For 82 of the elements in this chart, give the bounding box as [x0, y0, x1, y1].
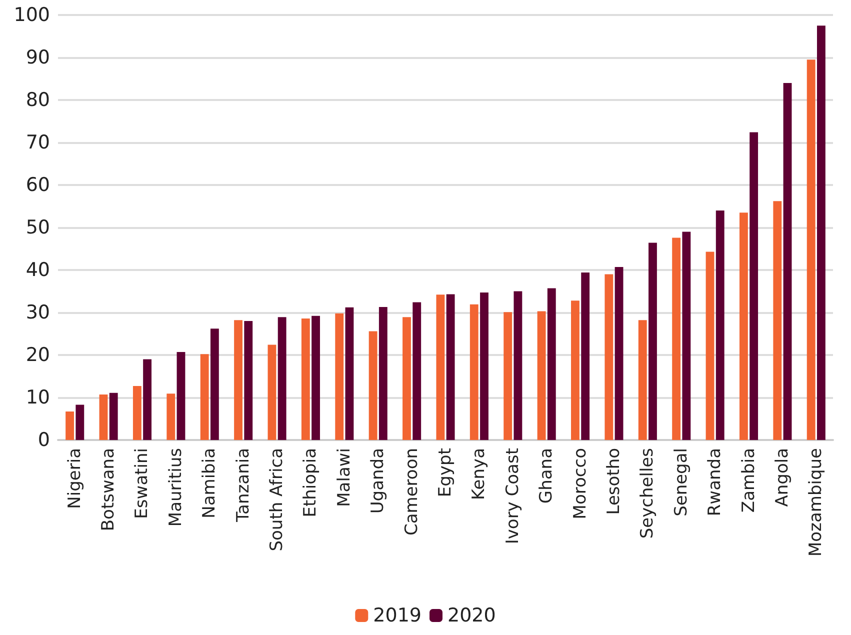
x-tick-label: Rwanda — [705, 448, 726, 516]
legend-label: 2020 — [448, 604, 496, 626]
bar — [816, 26, 826, 440]
bar — [783, 83, 792, 440]
legend-label: 2019 — [373, 604, 422, 626]
bar — [604, 274, 614, 440]
x-tick-label: Morocco — [570, 448, 590, 520]
bar — [335, 313, 344, 440]
bar — [537, 311, 546, 440]
bar — [378, 306, 388, 440]
x-tick-label: Seychelles — [638, 448, 658, 539]
bar — [750, 132, 758, 440]
bar — [278, 317, 286, 440]
x-tick-label: Egypt — [436, 448, 456, 498]
bar — [345, 307, 354, 440]
x-tick-label: Namibia — [200, 448, 220, 518]
bar — [268, 344, 276, 440]
bar — [312, 316, 320, 440]
x-tick-label: Angola — [772, 448, 792, 507]
bar — [76, 404, 84, 440]
bar — [402, 317, 411, 440]
y-tick-label: 50 — [26, 216, 50, 238]
bar — [581, 272, 590, 440]
bar — [470, 304, 478, 440]
bar — [176, 352, 186, 440]
bar — [739, 212, 748, 440]
y-tick-label: 40 — [26, 259, 50, 281]
x-tick-label: Cameroon — [402, 448, 422, 536]
bar — [436, 294, 445, 440]
y-tick-label: 10 — [26, 386, 50, 408]
x-tick-label: Ghana — [536, 448, 557, 504]
bar — [210, 328, 219, 440]
bar — [547, 288, 556, 440]
x-tick-label: Tanzania — [233, 448, 254, 524]
y-tick-label: 70 — [26, 132, 50, 154]
x-tick-label: Botswana — [98, 448, 119, 532]
bar — [446, 294, 455, 440]
x-tick-label: Ivory Coast — [502, 448, 523, 544]
x-tick-label: Kenya — [469, 448, 490, 500]
y-tick-label: 100 — [14, 4, 50, 26]
bar — [368, 331, 378, 440]
bar — [301, 318, 310, 440]
bar — [143, 359, 152, 440]
bar — [514, 291, 522, 440]
y-tick-label: 60 — [26, 174, 50, 196]
bar — [132, 386, 142, 440]
bar — [99, 394, 108, 440]
bar — [716, 210, 724, 440]
bar — [773, 201, 782, 440]
bar — [504, 312, 512, 440]
x-tick-label: Mozambique — [806, 448, 826, 557]
bar — [66, 412, 74, 440]
x-tick-label: Senegal — [671, 448, 692, 516]
x-tick-label: South Africa — [267, 448, 288, 552]
y-tick-label: 20 — [26, 344, 50, 366]
bar — [234, 320, 242, 440]
x-tick-label: Malawi — [334, 448, 354, 507]
y-tick-label: 80 — [26, 89, 50, 111]
bar — [109, 392, 118, 440]
x-tick-label: Ethiopia — [300, 448, 321, 518]
x-tick-label: Mauritius — [166, 448, 186, 527]
x-tick-label: Lesotho — [604, 448, 624, 515]
y-tick-label: 30 — [26, 302, 50, 324]
bar — [614, 267, 624, 440]
x-tick-label: Eswatini — [132, 448, 152, 519]
bar — [806, 60, 816, 440]
bar — [672, 238, 681, 440]
bar — [166, 394, 176, 440]
bar — [682, 232, 691, 440]
bar — [480, 292, 488, 440]
bar — [244, 321, 253, 440]
x-tick-label: Nigeria — [64, 448, 85, 509]
bar — [412, 302, 422, 440]
bar — [706, 252, 714, 440]
x-tick-label: Zambia — [738, 448, 759, 513]
bar — [648, 242, 657, 440]
bar — [571, 300, 580, 440]
bar — [200, 354, 209, 440]
y-tick-label: 0 — [38, 429, 50, 451]
bar — [638, 320, 647, 440]
y-tick-label: 90 — [26, 46, 50, 68]
x-tick-label: Uganda — [368, 448, 388, 514]
